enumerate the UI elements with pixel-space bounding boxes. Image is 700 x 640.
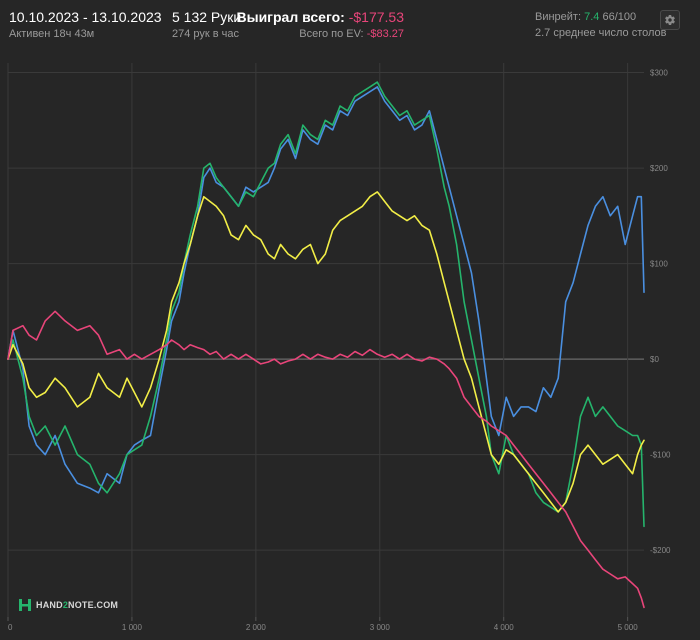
y-tick-label: -$100 (650, 451, 671, 460)
profit-chart: $300 $200 $100 $0 -$100 -$200 0 1 000 2 000 3 000… (0, 55, 700, 635)
y-tick-label: $100 (650, 260, 668, 269)
settings-button[interactable] (660, 10, 680, 30)
date-range: 10.10.2023 - 13.10.2023 (9, 9, 162, 25)
hand2note-logo-icon (19, 599, 31, 611)
y-tick-label: $200 (650, 164, 668, 173)
series-line-3 (7, 191, 645, 513)
gear-icon (665, 15, 675, 26)
x-tick-label: 5 000 (618, 623, 639, 632)
series-line-1 (7, 86, 645, 494)
hand2note-logo: HAND2NOTE.COM (18, 598, 118, 612)
summary-header: 10.10.2023 - 13.10.2023 Активен 18ч 43м … (0, 0, 700, 55)
x-tick-label: 2 000 (246, 623, 267, 632)
won-total-label: Выиграл всего: (236, 9, 345, 25)
won-total-value: -$177.53 (348, 9, 404, 25)
x-tick-label: 1 000 (122, 623, 143, 632)
ev-total-value: -$83.27 (366, 28, 404, 40)
winrate-sample: 66/100 (602, 11, 637, 23)
ev-total-label: Всего по EV: (299, 28, 364, 40)
winrate-label: Винрейт: (535, 11, 582, 23)
hands-per-hour: 274 рук в час (172, 28, 240, 40)
active-time: Активен 18ч 43м (9, 28, 95, 40)
winrate: Винрейт: 7.4 66/100 (535, 11, 636, 23)
y-tick-label: -$200 (650, 546, 671, 555)
x-tick-label: 3 000 (370, 623, 391, 632)
x-tick-label: 0 (8, 623, 13, 632)
winrate-value: 7.4 (584, 11, 600, 23)
series-line-2 (7, 81, 645, 528)
hands-count: 5 132 Руки (172, 9, 242, 25)
y-tick-label: $300 (650, 69, 668, 78)
y-tick-label: $0 (650, 355, 659, 364)
logo-text: HAND2NOTE.COM (36, 600, 119, 610)
won-total: Выиграл всего: -$177.53 (237, 9, 405, 25)
profit-chart-svg: $300 $200 $100 $0 -$100 -$200 0 1 000 2 000 3 000… (7, 63, 671, 632)
avg-tables: 2.7 среднее число столов (535, 27, 667, 39)
x-tick-label: 4 000 (494, 623, 515, 632)
ev-total: Всего по EV: -$83.27 (299, 28, 404, 40)
series-line-4 (7, 310, 645, 609)
